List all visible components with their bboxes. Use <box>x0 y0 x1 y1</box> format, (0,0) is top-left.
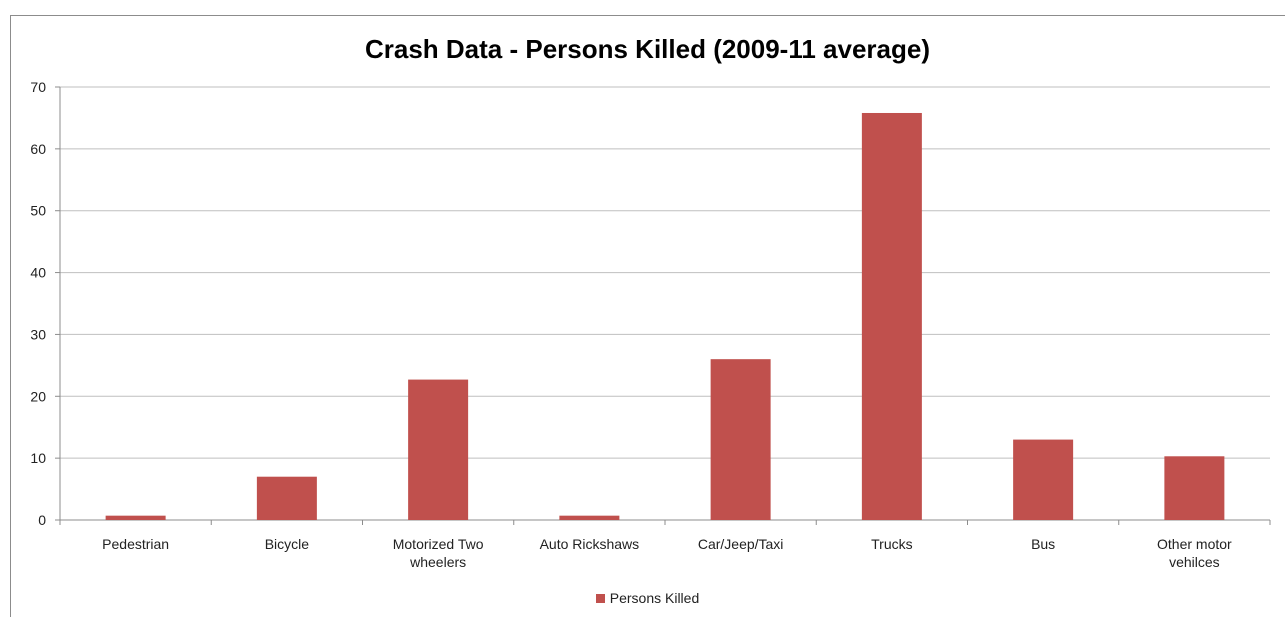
bar <box>256 476 317 520</box>
x-tick-label: Car/Jeep/Taxi <box>698 536 784 552</box>
y-tick-label: 0 <box>38 512 46 528</box>
y-tick-label: 20 <box>30 388 46 404</box>
legend-label: Persons Killed <box>609 590 700 606</box>
bar <box>1013 439 1074 520</box>
y-tick-label: 30 <box>30 326 46 342</box>
x-tick-label: Bus <box>1031 536 1055 552</box>
bar <box>559 515 620 520</box>
legend: Persons Killed <box>10 590 1285 606</box>
y-tick-label: 50 <box>30 203 46 219</box>
y-tick-label: 70 <box>30 79 46 95</box>
legend-swatch <box>595 594 605 603</box>
y-tick-label: 10 <box>30 450 46 466</box>
y-tick-label: 60 <box>30 141 46 157</box>
x-tick-label: Trucks <box>871 536 912 552</box>
y-tick-label: 40 <box>30 265 46 281</box>
bar <box>1164 456 1225 520</box>
bar <box>861 112 922 520</box>
chart-title: Crash Data - Persons Killed (2009-11 ave… <box>364 34 931 64</box>
x-tick-label: Bicycle <box>265 536 310 552</box>
bar <box>408 379 469 520</box>
x-tick-label: Motorized Two wheelers <box>393 536 484 570</box>
x-tick-label: Auto Rickshaws <box>540 536 640 552</box>
bar <box>105 515 166 520</box>
x-tick-label: Other motor vehilces <box>1157 536 1232 570</box>
bar <box>710 359 771 520</box>
x-tick-label: Pedestrian <box>102 536 169 552</box>
